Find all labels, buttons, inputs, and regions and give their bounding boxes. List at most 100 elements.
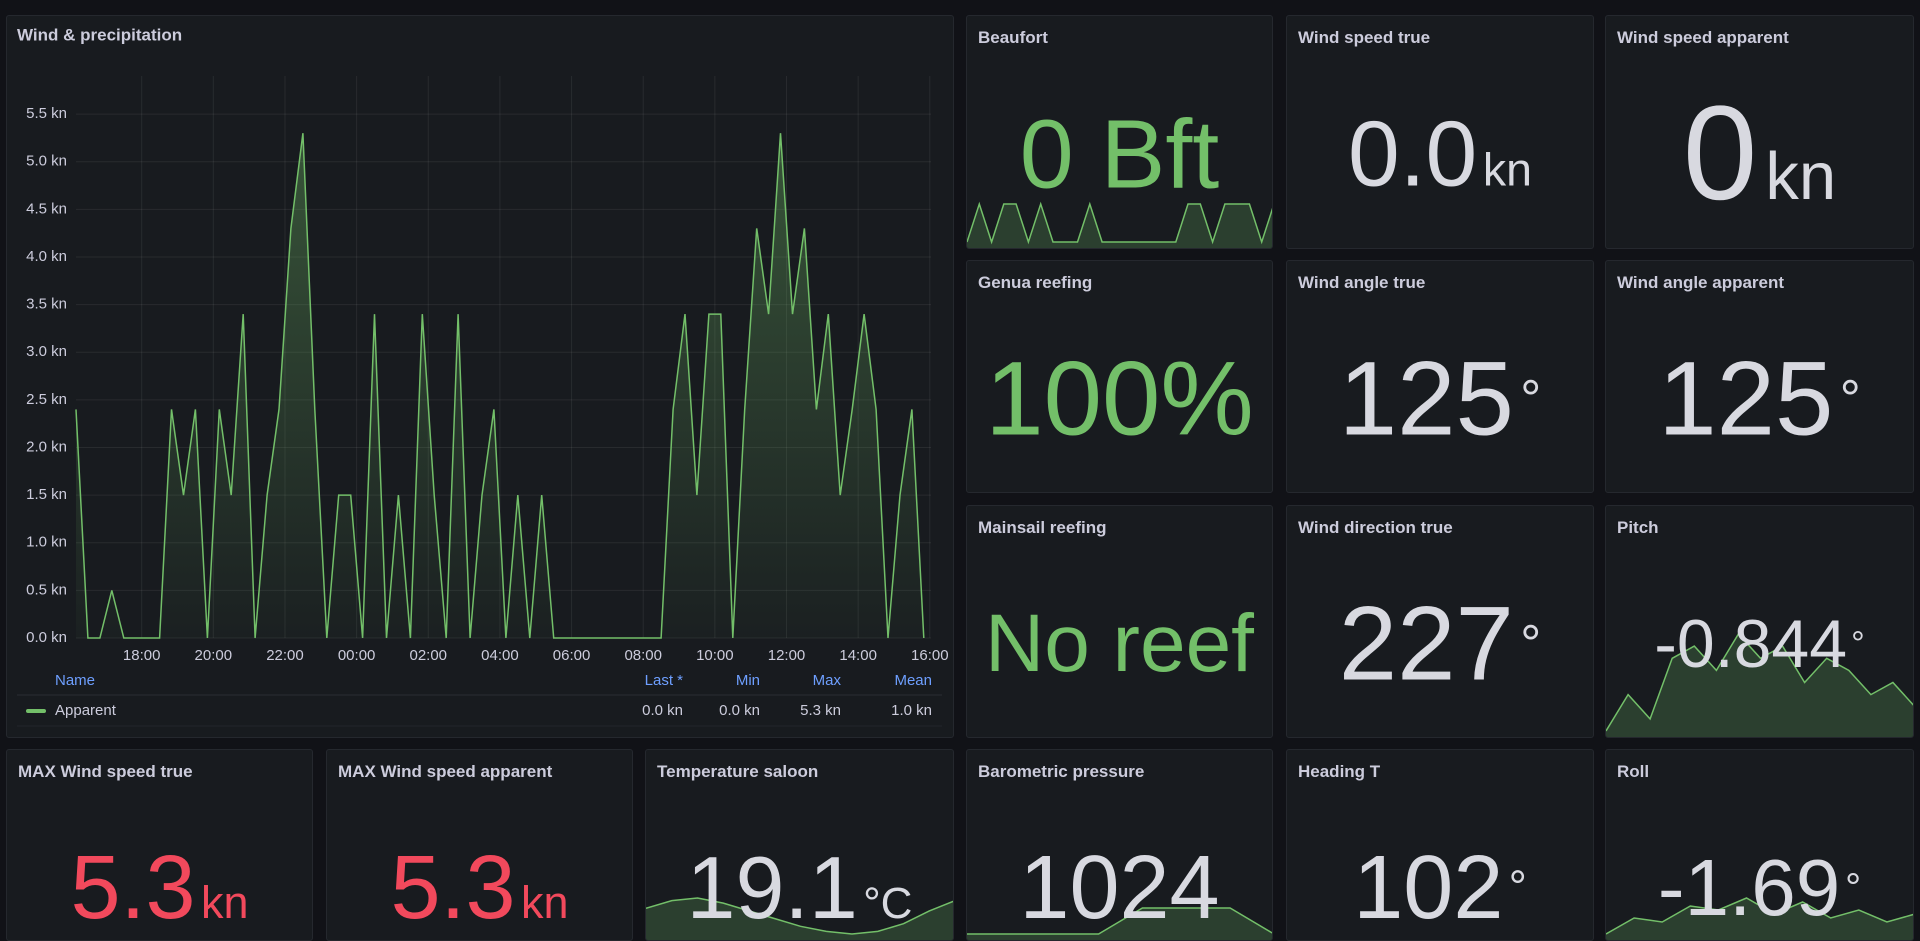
y-tick-label: 0.0 kn xyxy=(26,629,67,646)
sparkline-line xyxy=(646,897,953,935)
x-tick-label: 06:00 xyxy=(553,647,591,664)
panel-title: MAX Wind speed apparent xyxy=(338,762,553,781)
stat-panel: Wind angle true 125 ° xyxy=(1286,260,1594,493)
legend-name: Apparent xyxy=(55,702,117,719)
y-tick-label: 5.0 kn xyxy=(26,153,67,170)
stat-value: 0 xyxy=(1682,79,1758,228)
stat-value-box: 0.0 kn xyxy=(1287,107,1593,201)
legend-header: Min xyxy=(736,672,760,689)
area-fill xyxy=(76,133,924,638)
legend-value: 1.0 kn xyxy=(891,702,932,719)
stat-unit: ° xyxy=(1839,369,1861,429)
panel-title: Mainsail reefing xyxy=(978,518,1107,537)
y-tick-label: 5.5 kn xyxy=(26,105,67,122)
y-tick-label: 1.0 kn xyxy=(26,534,67,551)
stat-value-box: 1024 xyxy=(967,843,1272,933)
stat-panel: Genua reefing 100% xyxy=(966,260,1273,493)
sparkline-line xyxy=(967,907,1272,935)
sparkline-area xyxy=(646,898,953,940)
sparkline-line xyxy=(967,201,1272,245)
legend-header: Max xyxy=(813,672,842,689)
panel-title: Temperature saloon xyxy=(657,762,819,781)
sparkline xyxy=(1606,632,1913,737)
stat-value: 0 Bft xyxy=(1019,99,1220,209)
panel-title: Wind speed true xyxy=(1298,28,1431,47)
stat-value: -0.844 xyxy=(1654,606,1848,682)
x-tick-label: 10:00 xyxy=(696,647,734,664)
stat-value-box: -1.69 ° xyxy=(1606,848,1913,928)
stat-unit: ° xyxy=(1851,625,1865,664)
panel-title: Pitch xyxy=(1617,518,1659,537)
wind-chart: Wind & precipitation 0.0 kn 0.5 kn 1.0 kn 1… xyxy=(17,25,949,727)
sparkline-area xyxy=(1606,898,1913,940)
stat-panel: Pitch -0.844 ° xyxy=(1605,505,1914,738)
sparkline-area xyxy=(1606,634,1913,737)
stat-value: 0.0 xyxy=(1348,101,1478,206)
y-tick-label: 1.5 kn xyxy=(26,486,67,503)
stat-unit: ° xyxy=(1508,861,1527,913)
stat-panel: Mainsail reefing No reef xyxy=(966,505,1273,738)
panel-title: Wind angle true xyxy=(1298,273,1426,292)
y-tick-label: 3.5 kn xyxy=(26,296,67,313)
stat-value: 125 xyxy=(1658,340,1834,458)
panel-title: Beaufort xyxy=(978,28,1048,47)
y-tick-label: 0.5 kn xyxy=(26,581,67,598)
stat-panel: MAX Wind speed true 5.3 kn xyxy=(6,749,313,941)
stat-value-box: 5.3 kn xyxy=(7,843,312,933)
y-tick-label: 4.5 kn xyxy=(26,200,67,217)
y-tick-label: 3.0 kn xyxy=(26,343,67,360)
stat-unit: kn xyxy=(520,877,569,928)
stat-unit: ° xyxy=(1845,866,1862,910)
stat-value-box: 0 Bft xyxy=(967,106,1272,203)
stat-value: 19.1 xyxy=(686,838,858,937)
stat-panel: Temperature saloon 19.1 °C xyxy=(645,749,954,941)
stat-value: 100% xyxy=(985,340,1254,458)
panel-title: Wind speed apparent xyxy=(1617,28,1789,47)
y-tick-label: 4.0 kn xyxy=(26,248,67,265)
stat-panel: Wind angle apparent 125 ° xyxy=(1605,260,1914,493)
panel-title: Roll xyxy=(1617,762,1650,781)
sparkline-line xyxy=(1606,632,1913,732)
stat-panel: MAX Wind speed apparent 5.3 kn xyxy=(326,749,633,941)
stat-unit: kn xyxy=(1482,143,1532,196)
stat-value-box: 125 ° xyxy=(1287,347,1593,452)
stat-panel: Roll -1.69 ° xyxy=(1605,749,1914,941)
legend-header: Name xyxy=(55,672,95,689)
stat-panel: Wind speed true 0.0 kn xyxy=(1286,15,1594,249)
stat-panel: Wind speed apparent 0 kn xyxy=(1605,15,1914,249)
stat-value: 1024 xyxy=(1019,838,1220,938)
legend-value: 0.0 kn xyxy=(642,702,683,719)
legend-value: 5.3 kn xyxy=(800,702,841,719)
stat-value: 227 xyxy=(1338,585,1514,703)
stat-value-box: -0.844 ° xyxy=(1606,610,1913,678)
x-tick-label: 20:00 xyxy=(195,647,233,664)
stat-unit: kn xyxy=(1765,139,1837,214)
y-tick-label: 2.0 kn xyxy=(26,438,67,455)
stat-panel: Beaufort 0 Bft xyxy=(966,15,1273,249)
x-tick-label: 12:00 xyxy=(768,647,806,664)
x-tick-label: 08:00 xyxy=(624,647,662,664)
stat-value: 5.3 xyxy=(390,838,516,938)
stat-value: 5.3 xyxy=(70,838,196,938)
sparkline-line xyxy=(1606,897,1913,935)
sparkline xyxy=(967,907,1272,940)
stat-panel: Barometric pressure 1024 xyxy=(966,749,1273,941)
legend-header: Last * xyxy=(645,672,684,689)
sparkline xyxy=(967,201,1272,248)
stat-value-box: 125 ° xyxy=(1606,347,1913,452)
x-tick-label: 04:00 xyxy=(481,647,519,664)
stat-panel: Wind direction true 227 ° xyxy=(1286,505,1594,738)
stat-panel: Heading T 102 ° xyxy=(1286,749,1594,941)
legend-value: 0.0 kn xyxy=(719,702,760,719)
stat-unit: °C xyxy=(863,879,913,928)
stat-unit: ° xyxy=(1520,369,1542,429)
panel-title: MAX Wind speed true xyxy=(18,762,193,781)
stat-value: No reef xyxy=(985,598,1254,689)
panel-title: Heading T xyxy=(1298,762,1381,781)
sparkline xyxy=(1606,897,1913,940)
panel-title: Genua reefing xyxy=(978,273,1093,292)
stat-unit: kn xyxy=(200,877,249,928)
x-tick-label: 22:00 xyxy=(266,647,304,664)
stat-value-box: 0 kn xyxy=(1606,87,1913,221)
